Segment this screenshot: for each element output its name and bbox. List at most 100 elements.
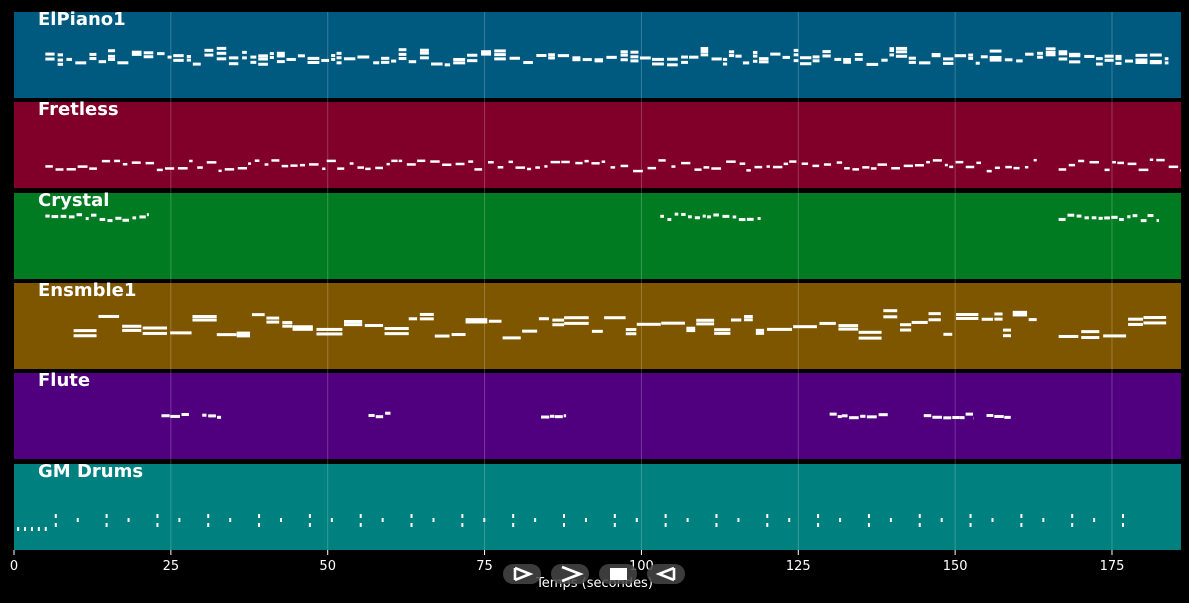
note — [994, 317, 1003, 321]
rewind-icon — [655, 566, 676, 582]
note — [308, 523, 311, 527]
note — [713, 213, 719, 217]
note — [563, 414, 567, 418]
note — [45, 57, 55, 61]
note — [1156, 219, 1160, 223]
note — [1058, 50, 1068, 54]
note — [1078, 159, 1085, 163]
note — [55, 168, 64, 171]
note — [606, 55, 617, 59]
note — [45, 52, 55, 56]
note — [1058, 52, 1068, 56]
note — [322, 167, 326, 170]
note — [508, 160, 514, 164]
note — [1081, 330, 1100, 334]
note — [965, 412, 974, 416]
note — [1115, 54, 1122, 58]
note — [237, 167, 247, 170]
note — [694, 216, 700, 220]
note — [192, 315, 217, 319]
note — [860, 414, 866, 418]
note — [812, 59, 820, 63]
note — [1071, 514, 1074, 518]
note — [1135, 58, 1148, 62]
note — [944, 163, 948, 167]
note — [688, 215, 692, 219]
track-label-gm-drums: GM Drums — [38, 461, 143, 482]
note — [838, 327, 859, 331]
note — [202, 413, 207, 417]
note — [989, 55, 1002, 59]
note — [1098, 216, 1103, 220]
note — [968, 56, 974, 60]
note — [601, 160, 606, 163]
note — [1084, 54, 1095, 58]
note — [236, 331, 251, 335]
note — [523, 61, 533, 65]
note — [636, 322, 661, 326]
note — [681, 55, 688, 59]
note — [455, 162, 465, 166]
note — [408, 60, 417, 64]
note — [564, 321, 589, 325]
note — [336, 56, 342, 60]
note — [550, 160, 561, 164]
note — [582, 58, 592, 62]
note — [1033, 158, 1037, 162]
note — [711, 167, 722, 170]
note — [630, 55, 639, 59]
note — [108, 54, 116, 58]
rewind-button[interactable] — [647, 564, 685, 584]
tick-label: 25 — [163, 559, 180, 574]
note — [548, 56, 555, 60]
note — [115, 216, 122, 220]
tick-label: 75 — [476, 559, 493, 574]
note — [1135, 53, 1148, 57]
note — [969, 514, 972, 518]
note — [170, 414, 180, 418]
note — [1115, 61, 1122, 65]
note — [714, 328, 731, 332]
note — [1002, 328, 1012, 332]
note — [410, 523, 413, 527]
note — [30, 527, 33, 531]
note — [550, 414, 555, 418]
note — [269, 52, 274, 56]
play-button[interactable] — [503, 564, 541, 584]
note — [986, 169, 992, 173]
note — [689, 55, 699, 59]
note — [68, 215, 75, 219]
note — [66, 168, 76, 171]
note — [639, 56, 651, 60]
note — [561, 160, 570, 164]
note — [866, 62, 879, 66]
note — [1140, 219, 1147, 223]
note — [391, 59, 397, 63]
note — [1180, 169, 1181, 172]
stop-button[interactable] — [599, 564, 637, 584]
note — [251, 313, 265, 317]
note — [686, 329, 696, 333]
note — [76, 518, 79, 522]
note — [895, 46, 908, 50]
note — [161, 414, 170, 418]
note — [37, 527, 40, 531]
note — [384, 327, 409, 331]
note — [1128, 317, 1143, 321]
note — [548, 53, 555, 57]
note — [1164, 57, 1169, 61]
note — [406, 163, 416, 166]
note — [1005, 165, 1012, 169]
note — [564, 316, 589, 320]
note — [108, 49, 116, 53]
note — [591, 162, 600, 165]
note — [258, 514, 261, 518]
note — [817, 523, 820, 527]
note — [952, 416, 960, 420]
forward-button[interactable] — [551, 564, 589, 584]
note — [711, 57, 722, 61]
note — [398, 52, 407, 56]
note — [664, 514, 667, 518]
note — [610, 166, 616, 169]
note — [431, 62, 443, 66]
